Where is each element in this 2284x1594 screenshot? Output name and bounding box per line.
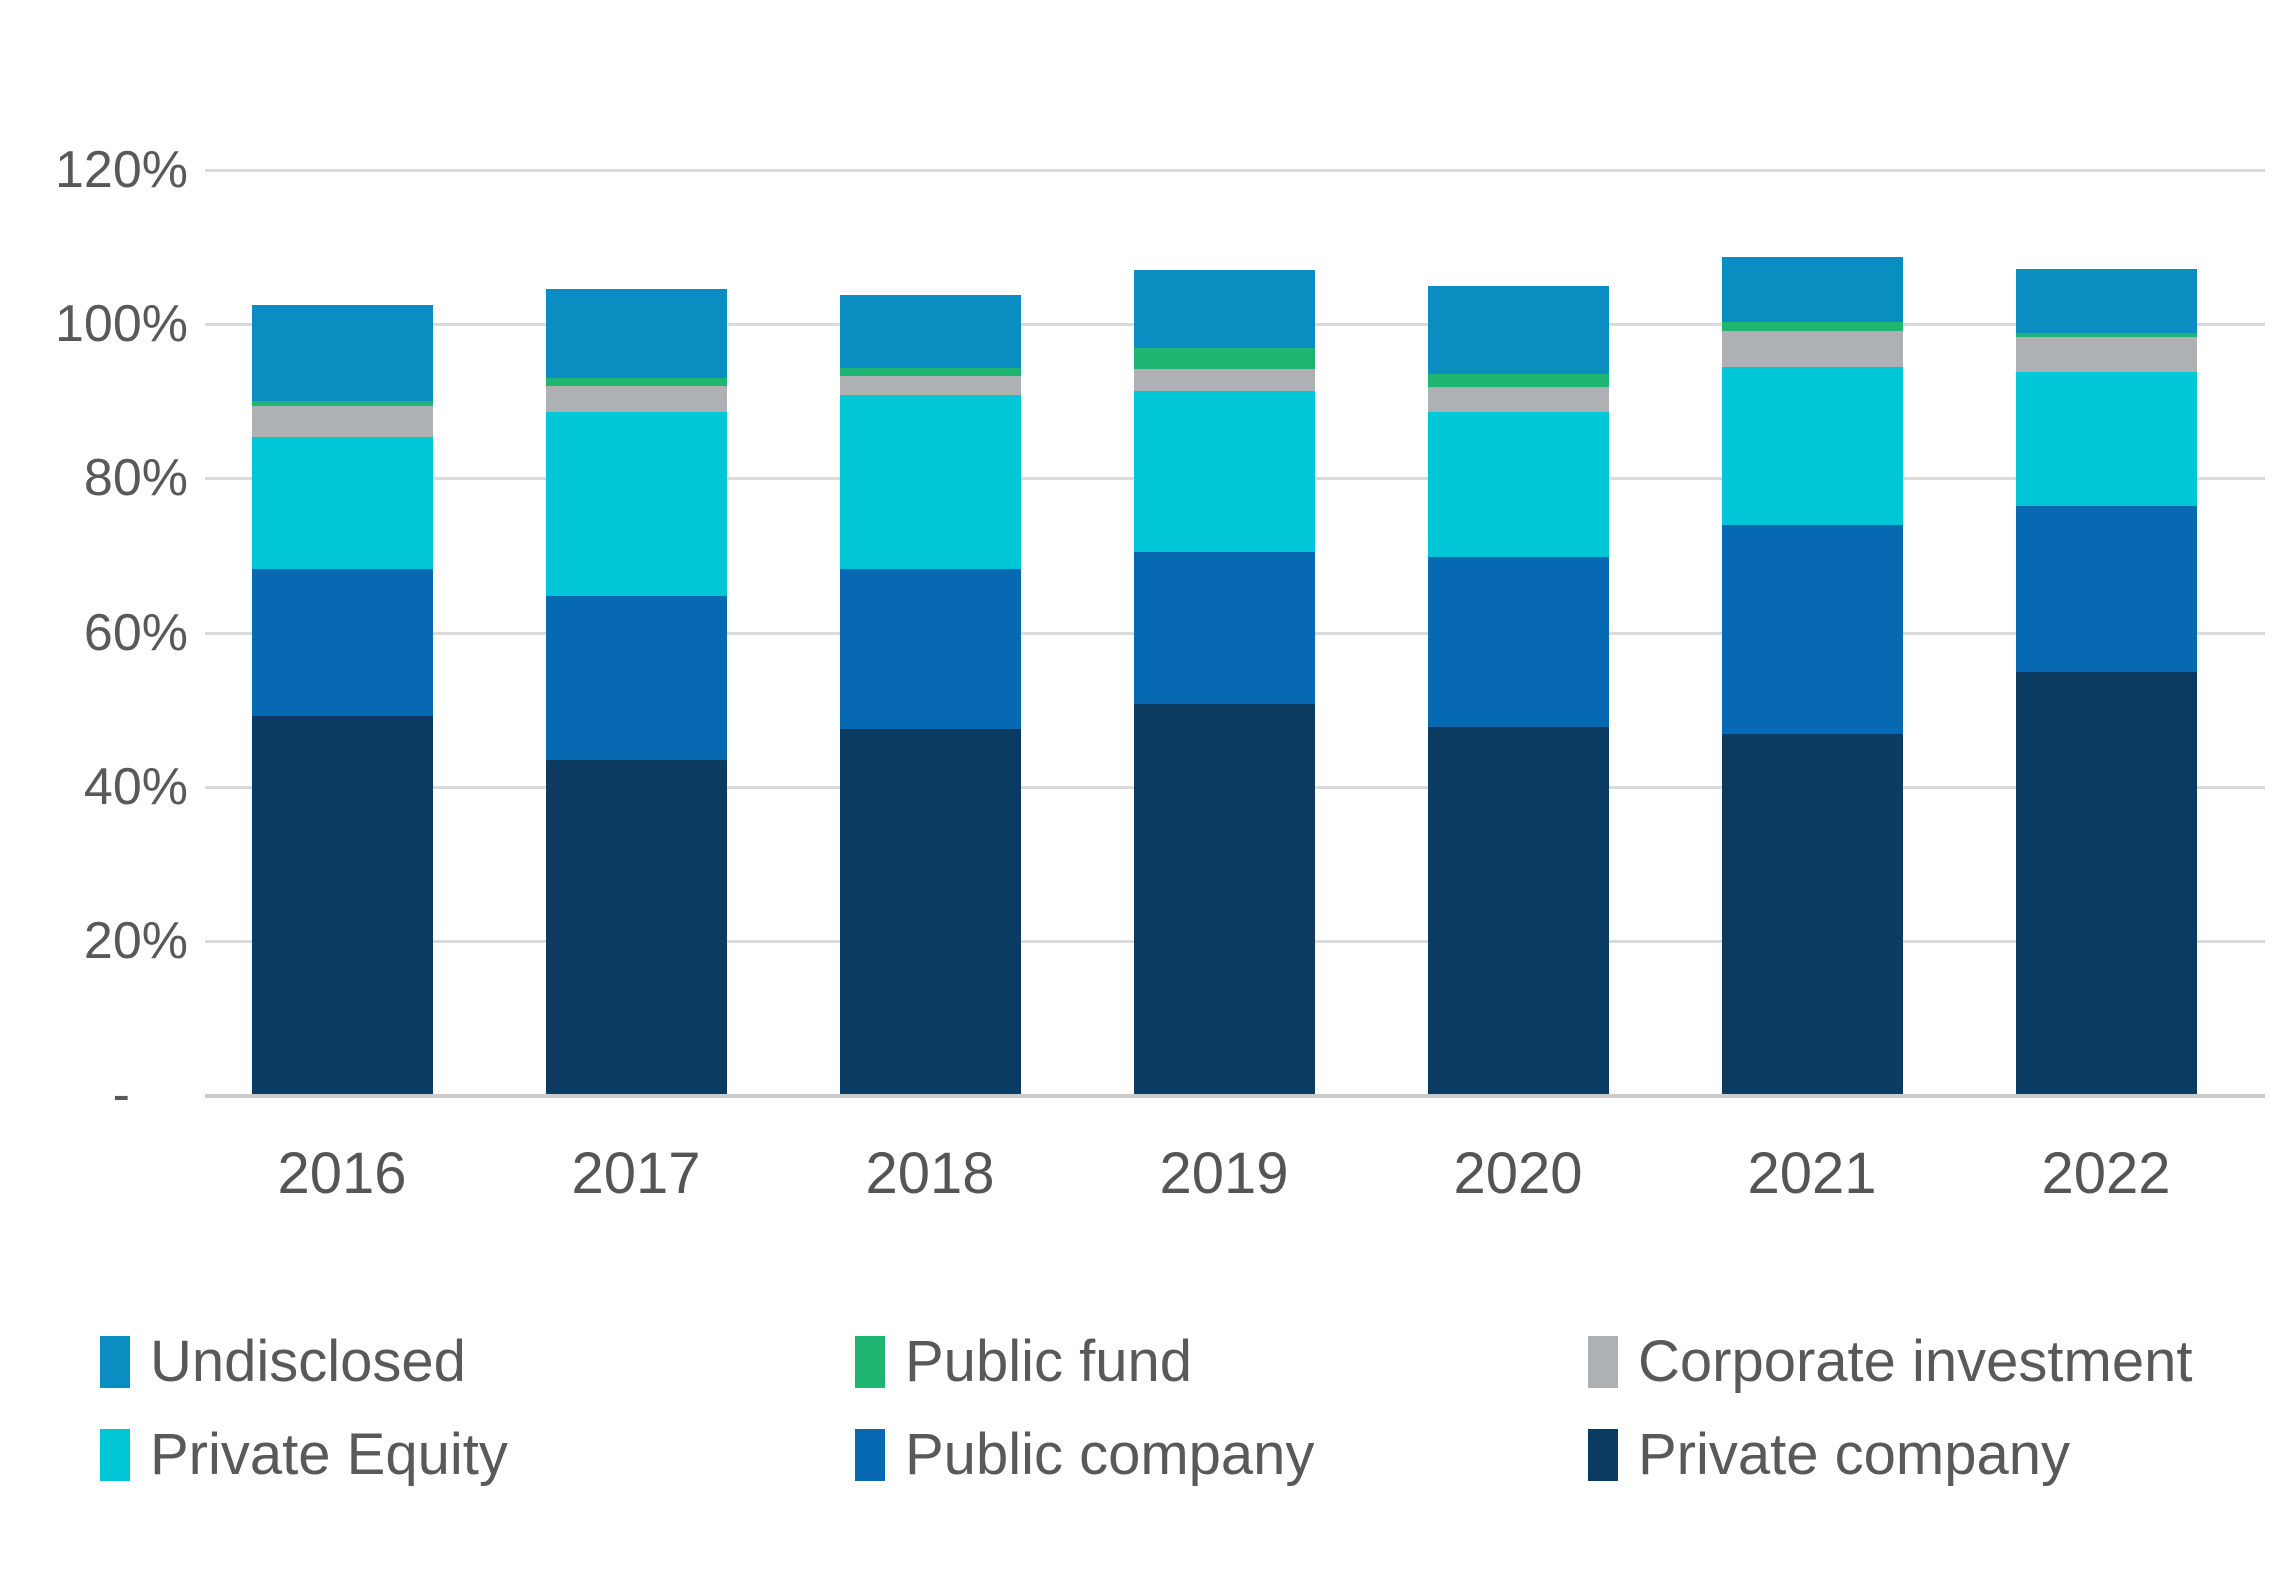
x-tick-label-2017: 2017 [571,1141,701,1206]
legend-swatch-undisclosed [100,1335,130,1388]
bar-segment-2021-private-company[interactable] [1722,734,1903,1095]
x-tick-label-2021: 2021 [1747,1141,1877,1206]
bar-segment-2020-undisclosed[interactable] [1428,286,1609,374]
bar-segment-2019-public-company[interactable] [1134,552,1315,704]
x-tick-label-2019: 2019 [1159,1141,1289,1206]
bar-segment-2016-corporate-investment[interactable] [252,406,433,437]
y-tick-label: 80% [83,449,188,507]
bar-segment-2020-private-company[interactable] [1428,727,1609,1095]
legend-label-undisclosed: Undisclosed [150,1329,466,1394]
y-tick-label: - [112,1066,130,1124]
bar-segment-2021-corporate-investment[interactable] [1722,331,1903,367]
bar-segment-2019-corporate-investment[interactable] [1134,369,1315,391]
bar-segment-2022-private-company[interactable] [2016,672,2197,1095]
legend-swatch-public-company [855,1428,885,1481]
y-tick-label: 60% [83,604,188,662]
bar-segment-2021-public-fund[interactable] [1722,322,1903,331]
legend-swatch-private-company [1588,1428,1618,1481]
legend-item-public-company[interactable]: Public company [855,1421,1314,1488]
bar-segment-2017-undisclosed[interactable] [546,289,727,378]
x-tick-label-2022: 2022 [2041,1141,2171,1206]
bar-segment-2018-public-fund[interactable] [840,368,1021,376]
bar-segment-2020-public-company[interactable] [1428,557,1609,727]
bar-segment-2017-public-fund[interactable] [546,378,727,386]
bar-segment-2016-private-equity[interactable] [252,437,433,569]
legend-item-public-fund[interactable]: Public fund [855,1328,1192,1395]
bar-segment-2017-private-company[interactable] [546,760,727,1095]
bar-segment-2020-corporate-investment[interactable] [1428,387,1609,412]
legend-item-undisclosed[interactable]: Undisclosed [100,1328,466,1395]
bar-segment-2021-private-equity[interactable] [1722,367,1903,525]
bar-segment-2017-private-equity[interactable] [546,412,727,596]
bar-segment-2018-undisclosed[interactable] [840,295,1021,368]
bar-segment-2016-private-company[interactable] [252,716,433,1095]
bar-segment-2018-corporate-investment[interactable] [840,376,1021,395]
x-tick-label-2016: 2016 [277,1141,407,1206]
legend-label-private-company: Private company [1638,1422,2070,1487]
bar-segment-2021-undisclosed[interactable] [1722,257,1903,322]
legend-item-private-equity[interactable]: Private Equity [100,1421,508,1488]
x-tick-label-2020: 2020 [1453,1141,1583,1206]
legend-swatch-corporate-investment [1588,1335,1618,1388]
y-tick-label: 100% [55,295,188,353]
bar-segment-2022-undisclosed[interactable] [2016,269,2197,333]
bar-segment-2016-undisclosed[interactable] [252,305,433,401]
legend-label-private-equity: Private Equity [150,1422,508,1487]
legend-swatch-public-fund [855,1335,885,1388]
legend-label-corporate-investment: Corporate investment [1638,1329,2193,1394]
y-tick-label: 20% [83,912,188,970]
bar-segment-2016-public-company[interactable] [252,569,433,716]
y-tick-label: 40% [83,758,188,816]
legend-swatch-private-equity [100,1428,130,1481]
x-axis-line [205,1094,2265,1098]
gridline-120 [205,169,2265,172]
legend-item-private-company[interactable]: Private company [1588,1421,2070,1488]
bar-segment-2019-public-fund[interactable] [1134,348,1315,369]
y-tick-label: 120% [55,141,188,199]
bar-segment-2019-private-equity[interactable] [1134,391,1315,552]
bar-segment-2018-private-company[interactable] [840,729,1021,1095]
legend-label-public-fund: Public fund [905,1329,1192,1394]
bar-segment-2022-corporate-investment[interactable] [2016,337,2197,372]
bar-segment-2020-public-fund[interactable] [1428,374,1609,387]
legend-item-corporate-investment[interactable]: Corporate investment [1588,1328,2192,1395]
bar-segment-2019-private-company[interactable] [1134,704,1315,1095]
bar-segment-2019-undisclosed[interactable] [1134,270,1315,348]
bar-segment-2018-private-equity[interactable] [840,395,1021,569]
bar-segment-2016-public-fund[interactable] [252,401,433,406]
bar-segment-2022-private-equity[interactable] [2016,372,2197,506]
legend-label-public-company: Public company [905,1422,1315,1487]
bar-segment-2017-public-company[interactable] [546,596,727,760]
bar-segment-2021-public-company[interactable] [1722,525,1903,734]
bar-segment-2018-public-company[interactable] [840,569,1021,729]
x-tick-label-2018: 2018 [865,1141,995,1206]
bar-segment-2020-private-equity[interactable] [1428,412,1609,557]
bar-segment-2022-public-company[interactable] [2016,506,2197,672]
bar-segment-2017-corporate-investment[interactable] [546,386,727,412]
bar-segment-2022-public-fund[interactable] [2016,333,2197,337]
